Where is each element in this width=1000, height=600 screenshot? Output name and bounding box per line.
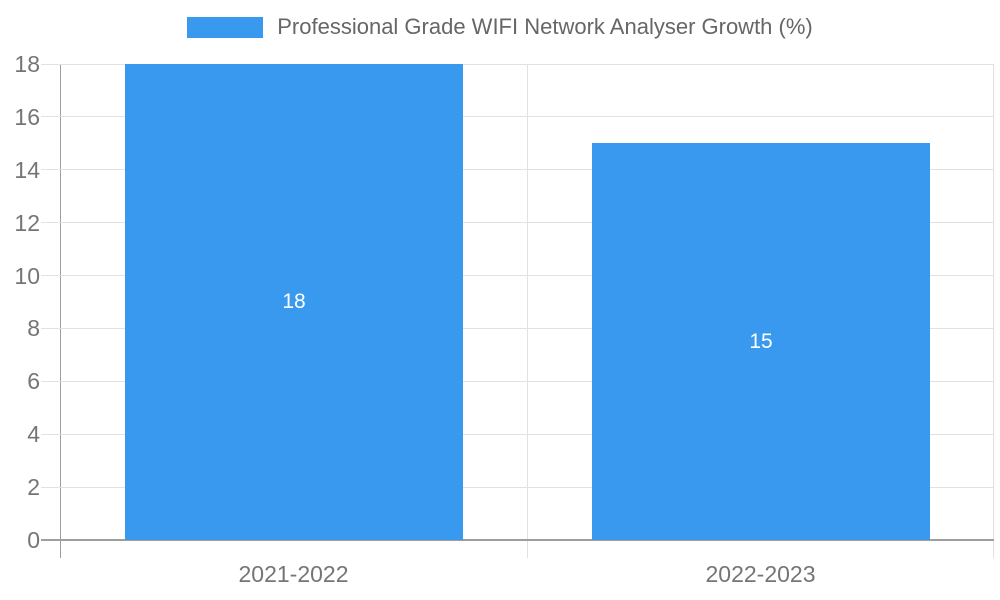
gridline bbox=[41, 327, 994, 329]
gridline bbox=[41, 380, 994, 382]
bar[interactable]: 15 bbox=[592, 143, 930, 540]
y-tick-label: 0 bbox=[27, 527, 40, 553]
legend-label: Professional Grade WIFI Network Analyser… bbox=[277, 14, 813, 39]
x-tick-label: 2022-2023 bbox=[705, 561, 816, 587]
x-axis-line bbox=[41, 539, 994, 541]
gridline bbox=[41, 433, 994, 435]
legend-swatch-icon bbox=[187, 16, 264, 38]
gridline bbox=[41, 63, 994, 65]
y-tick-label: 8 bbox=[27, 315, 40, 342]
y-axis-line bbox=[60, 64, 61, 558]
x-tick-label: 2021-2022 bbox=[238, 561, 349, 587]
bar[interactable]: 18 bbox=[125, 64, 463, 540]
plot-right-border bbox=[993, 64, 994, 558]
y-tick-label: 18 bbox=[14, 51, 40, 77]
gridline bbox=[41, 116, 994, 118]
y-tick-label: 12 bbox=[14, 209, 40, 236]
y-tick-label: 6 bbox=[27, 368, 40, 395]
y-tick-label: 4 bbox=[27, 421, 40, 448]
y-tick-label: 14 bbox=[14, 156, 40, 183]
gridline bbox=[41, 169, 994, 171]
chart-legend: Professional Grade WIFI Network Analyser… bbox=[0, 15, 1000, 39]
y-tick-label: 2 bbox=[27, 474, 40, 501]
y-tick-label: 16 bbox=[14, 103, 40, 130]
gridline bbox=[41, 275, 994, 277]
bar-value-label: 15 bbox=[749, 329, 773, 353]
gridline bbox=[41, 486, 994, 488]
plot-area: 18 15 bbox=[41, 63, 994, 558]
legend-item[interactable]: Professional Grade WIFI Network Analyser… bbox=[187, 15, 813, 39]
category-boundary-gridline bbox=[527, 64, 528, 558]
y-tick-label: 10 bbox=[14, 262, 40, 289]
bar-value-label: 18 bbox=[282, 290, 306, 313]
gridline bbox=[41, 222, 994, 224]
